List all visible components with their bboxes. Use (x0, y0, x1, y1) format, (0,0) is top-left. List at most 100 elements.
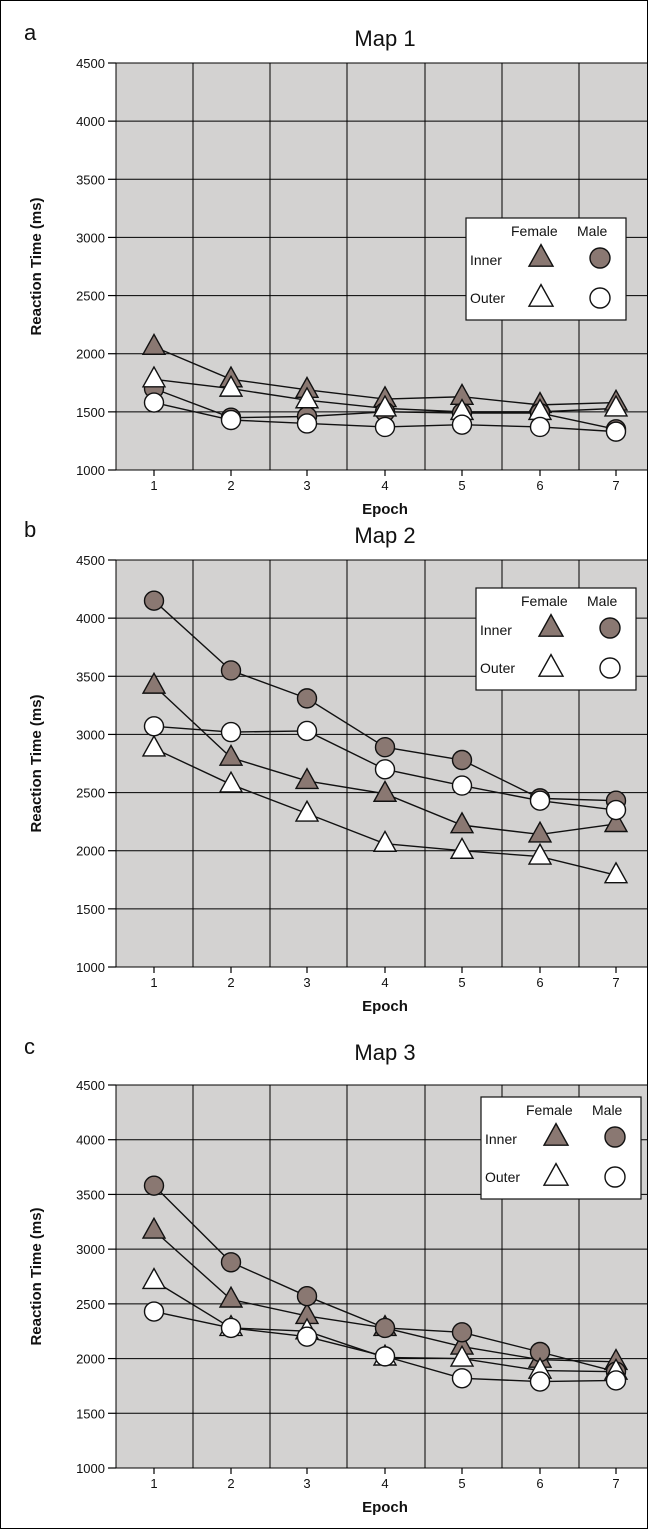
data-point-outer-female (603, 394, 629, 417)
data-point-outer-male (374, 759, 396, 780)
data-point-outer-male (374, 416, 396, 438)
data-point-inner-male (374, 1317, 396, 1339)
y-tick-label: 1500 (76, 1406, 105, 1421)
data-point-outer-female (372, 394, 398, 417)
y-tick-label: 2500 (76, 786, 105, 801)
data-point-inner-female (141, 333, 167, 355)
data-point-outer-female (218, 770, 244, 793)
legend-male-label: Male (592, 1102, 623, 1118)
legend: Female Male Inner Outer (480, 1096, 642, 1200)
data-point-outer-female (218, 374, 244, 397)
x-axis-label: Epoch (362, 998, 408, 1015)
legend-inner-female-triangle-icon (537, 613, 565, 637)
data-point-outer-female (294, 386, 320, 409)
chart-title: Map 3 (354, 1040, 415, 1065)
data-point-inner-male (296, 1285, 318, 1307)
data-point-outer-male (220, 409, 242, 431)
data-point-inner-male (220, 1252, 242, 1273)
data-point-inner-male (374, 737, 396, 758)
data-point-outer-male (220, 1317, 242, 1339)
x-tick-label: 3 (303, 1476, 310, 1491)
data-point-outer-male (296, 720, 318, 742)
legend-outer-female-triangle-icon (542, 1162, 570, 1186)
y-tick-label: 4000 (76, 114, 105, 129)
legend-inner-label: Inner (470, 252, 502, 268)
legend-inner-label: Inner (480, 622, 512, 638)
data-point-inner-male (143, 1175, 165, 1196)
legend-male-label: Male (577, 223, 608, 239)
y-tick-label: 3500 (76, 1187, 105, 1202)
y-axis-label: Reaction Time (ms) (28, 197, 45, 335)
data-point-inner-female (218, 743, 244, 766)
chart-title: Map 2 (354, 523, 415, 548)
data-point-outer-female (141, 365, 167, 388)
data-point-outer-male (451, 1368, 473, 1389)
data-point-inner-female (603, 810, 629, 833)
panel-letter: b (24, 517, 36, 542)
x-tick-label: 4 (381, 975, 388, 990)
legend-inner-male-circle-icon (599, 617, 621, 639)
x-tick-label: 2 (227, 1476, 234, 1491)
x-tick-label: 5 (458, 1476, 465, 1491)
y-tick-label: 1000 (76, 1461, 105, 1476)
legend-outer-male-circle-icon (604, 1166, 626, 1188)
data-point-inner-female (141, 1216, 167, 1239)
x-tick-label: 3 (303, 975, 310, 990)
data-point-outer-female (372, 830, 398, 852)
data-point-inner-female (218, 1285, 244, 1308)
x-tick-label: 1 (150, 1476, 157, 1491)
y-tick-label: 3000 (76, 1242, 105, 1257)
y-tick-label: 1500 (76, 902, 105, 917)
legend-female-label: Female (521, 593, 568, 609)
x-tick-label: 5 (458, 478, 465, 493)
legend-male-label: Male (587, 593, 618, 609)
y-tick-label: 4500 (76, 56, 105, 71)
chart-panel-a: 1000 1500 2000 2500 3000 3500 4000 4500 1 2 3 4 5 6 7 E… (24, 20, 647, 518)
data-point-inner-male (143, 590, 165, 611)
data-point-outer-male (529, 1371, 551, 1392)
x-tick-label: 5 (458, 975, 465, 990)
data-point-outer-male (605, 421, 627, 442)
data-point-outer-male (605, 1370, 627, 1391)
x-axis-label: Epoch (362, 501, 408, 518)
data-point-outer-female (449, 836, 475, 859)
x-axis-label: Epoch (362, 1499, 408, 1516)
legend-outer-label: Outer (485, 1169, 520, 1185)
x-tick-label: 6 (536, 975, 543, 990)
y-tick-label: 4000 (76, 611, 105, 626)
data-point-inner-male (451, 1322, 473, 1343)
y-tick-label: 1000 (76, 960, 105, 975)
data-point-outer-male (451, 414, 473, 435)
legend-outer-label: Outer (470, 290, 505, 306)
legend-outer-female-triangle-icon (537, 653, 565, 677)
data-point-inner-male (220, 660, 242, 681)
y-tick-label: 2500 (76, 289, 105, 304)
x-tick-label: 2 (227, 975, 234, 990)
legend-inner-female-triangle-icon (542, 1122, 570, 1146)
legend-outer-male-circle-icon (599, 657, 621, 679)
data-point-inner-female (141, 671, 167, 694)
data-point-inner-female (449, 811, 475, 834)
x-tick-label: 4 (381, 1476, 388, 1491)
chart-panel-c: 1000 1500 2000 2500 3000 3500 4000 4500 1 2 3 4 5 6 7 E… (24, 1034, 647, 1516)
y-axis-label: Reaction Time (ms) (28, 1207, 45, 1345)
data-point-outer-male (143, 1301, 165, 1322)
legend-inner-label: Inner (485, 1131, 517, 1147)
y-tick-label: 3000 (76, 230, 105, 245)
legend-inner-female-triangle-icon (527, 243, 555, 267)
data-point-outer-female (294, 799, 320, 822)
x-tick-label: 7 (612, 478, 619, 493)
y-tick-label: 3000 (76, 727, 105, 742)
x-tick-label: 7 (612, 1476, 619, 1491)
y-tick-label: 1000 (76, 463, 105, 478)
data-point-outer-female (141, 734, 167, 757)
x-tick-label: 4 (381, 478, 388, 493)
y-tick-label: 4500 (76, 553, 105, 568)
data-point-inner-female (372, 780, 398, 802)
y-tick-label: 4000 (76, 1133, 105, 1148)
chart-panel-b: 1000 1500 2000 2500 3000 3500 4000 4500 1 2 3 4 5 6 7 E… (24, 517, 647, 1015)
y-tick-label: 2000 (76, 844, 105, 859)
x-tick-label: 3 (303, 478, 310, 493)
x-tick-label: 1 (150, 478, 157, 493)
